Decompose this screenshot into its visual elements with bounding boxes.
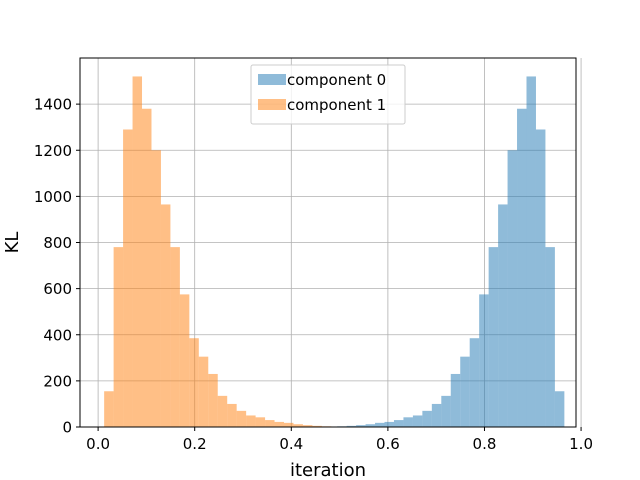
bar-series-0-bin-23 (554, 391, 565, 427)
x-tick-label-4: 0.8 (473, 435, 497, 453)
bar-series-1-bin-15 (246, 415, 256, 427)
bar-series-0-bin-22 (545, 247, 555, 427)
bar-series-0-bin-20 (526, 76, 536, 427)
bar-series-1-bin-22 (312, 425, 322, 427)
bar-series-1-bin-7 (170, 247, 180, 427)
y-tick-label-3: 600 (43, 280, 72, 298)
bar-series-0-bin-5 (384, 421, 394, 427)
bar-series-1-bin-19 (284, 422, 294, 427)
bar-series-1-bin-16 (255, 417, 266, 427)
legend-box (250, 64, 406, 125)
bar-series-0-bin-6 (393, 420, 404, 427)
bar-series-1-bin-1 (113, 247, 124, 427)
bar-series-0-bin-1 (346, 425, 357, 427)
y-tick-label-4: 800 (43, 234, 72, 252)
x-tick-label-1: 0.2 (183, 435, 207, 453)
bar-series-1-bin-4 (142, 108, 152, 428)
bar-series-1-bin-9 (189, 338, 199, 427)
bar-series-1-bin-18 (274, 421, 285, 427)
bar-series-1-bin-13 (227, 403, 237, 427)
bar-series-0-bin-11 (441, 395, 451, 427)
y-tick-label-5: 1000 (34, 188, 72, 206)
bar-series-1-bin-11 (208, 373, 218, 427)
bar-series-0-bin-8 (412, 415, 423, 427)
bar-series-1-bin-0 (104, 391, 114, 427)
bar-series-0-bin-4 (375, 422, 385, 427)
bar-series-1-bin-2 (123, 129, 133, 427)
legend-label-component-1: component 1 (287, 96, 386, 114)
bar-series-0-bin-13 (460, 356, 470, 427)
bar-series-1-bin-12 (217, 395, 228, 427)
x-tick-label-5: 1.0 (569, 435, 593, 453)
y-tick-label-2: 400 (43, 326, 72, 344)
x-axis-label: iteration (290, 460, 366, 480)
bar-series-0-bin-14 (469, 338, 480, 427)
bar-series-0-bin-12 (450, 373, 461, 427)
bar-series-1-bin-20 (293, 424, 303, 427)
histogram-bars (104, 76, 565, 428)
legend: component 0 component 1 (250, 64, 406, 125)
bar-series-0-bin-19 (517, 108, 527, 428)
bar-series-1-bin-14 (236, 410, 247, 427)
bar-series-0-bin-9 (422, 410, 432, 427)
x-tick-label-3: 0.6 (376, 435, 400, 453)
bar-series-0-bin-3 (365, 424, 376, 427)
bar-series-1-bin-5 (151, 150, 161, 427)
y-axis-label: KL (2, 232, 23, 254)
axis-ticks: 0.0 0.2 0.4 0.6 0.8 1.0 0 200 400 600 800 1000 1200 1… (34, 96, 593, 453)
y-tick-label-1: 200 (43, 372, 72, 390)
bar-series-0-bin-15 (479, 294, 489, 427)
bar-series-0-bin-10 (431, 403, 442, 427)
bar-series-0-bin-17 (498, 204, 508, 427)
y-tick-label-6: 1200 (34, 142, 72, 160)
x-tick-label-2: 0.4 (279, 435, 303, 453)
legend-swatch-component-1 (258, 99, 286, 110)
bar-series-1-bin-3 (132, 76, 143, 427)
x-tick-label-0: 0.0 (86, 435, 110, 453)
bar-series-0-bin-16 (488, 247, 499, 427)
bar-series-1-bin-6 (160, 204, 171, 427)
bar-series-1-bin-10 (198, 356, 209, 427)
bar-series-1-bin-21 (302, 425, 313, 427)
bar-series-1-bin-17 (265, 420, 275, 427)
legend-label-component-0: component 0 (287, 71, 386, 89)
bar-series-0-bin-7 (403, 417, 413, 427)
bar-series-0-bin-21 (535, 129, 546, 427)
y-tick-label-7: 1400 (34, 96, 72, 114)
legend-swatch-component-0 (258, 74, 286, 85)
bar-series-1-bin-8 (179, 294, 190, 427)
bar-series-0-bin-18 (507, 150, 518, 427)
y-tick-label-0: 0 (62, 419, 72, 437)
bar-series-0-bin-2 (356, 425, 366, 427)
